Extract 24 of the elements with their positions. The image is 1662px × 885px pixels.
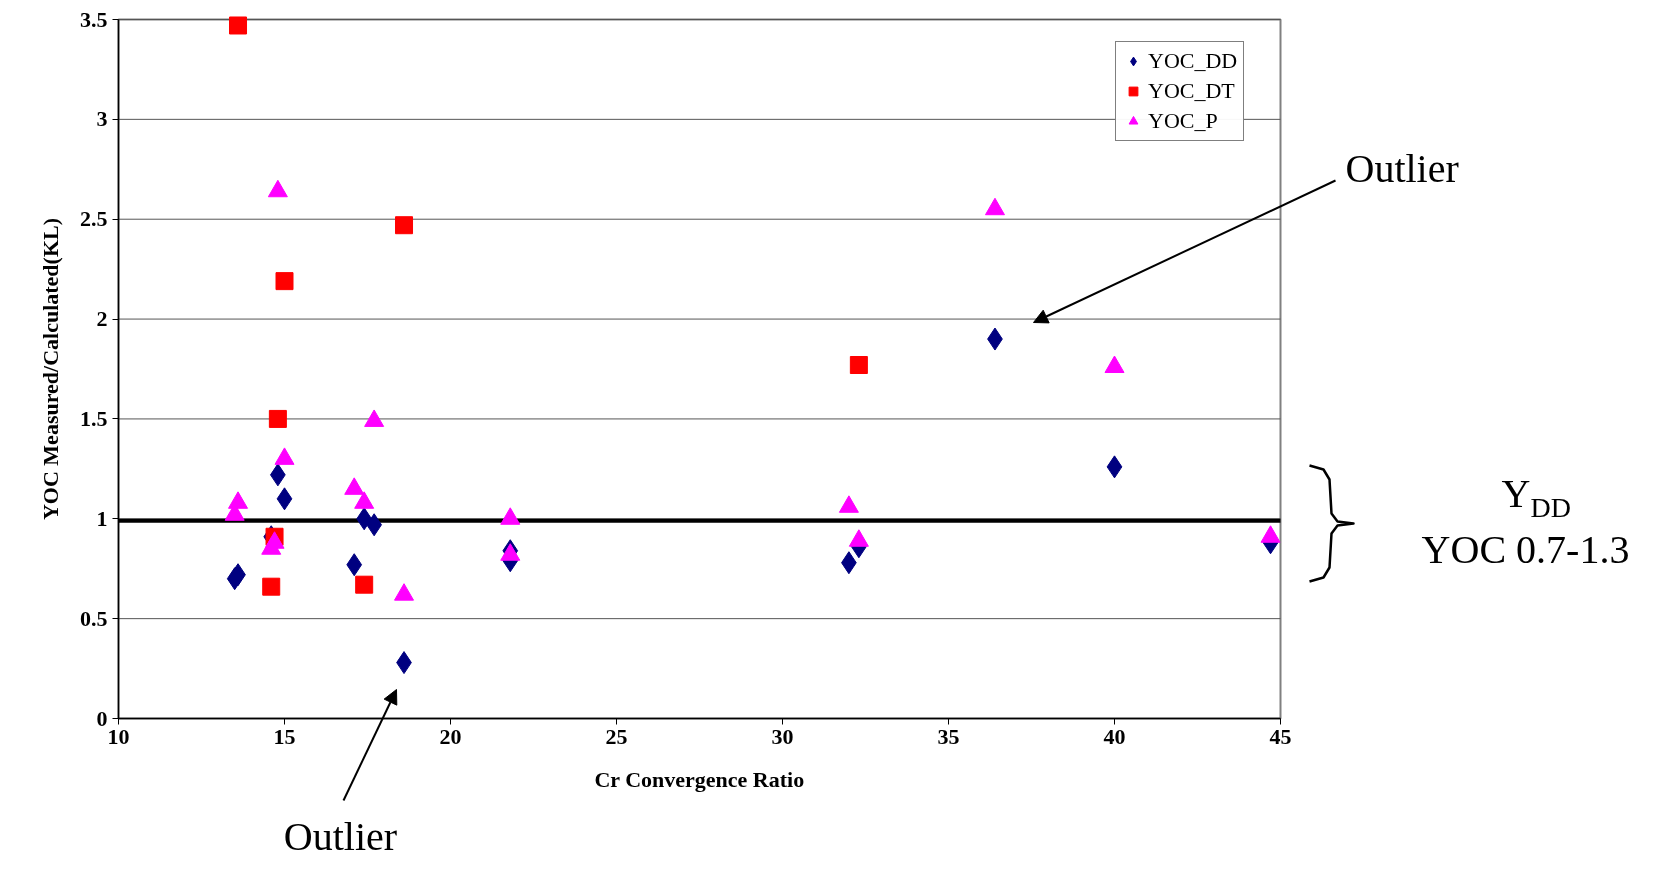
y-tick-label: 2.5 bbox=[80, 206, 108, 232]
y-tick-label: 1.5 bbox=[80, 405, 108, 431]
y-axis-title: YOC Measured/Calculated(KL) bbox=[38, 217, 63, 521]
x-tick-label: 15 bbox=[273, 723, 296, 749]
x-tick-label: 35 bbox=[937, 723, 960, 749]
x-axis-title: Cr Convergence Ratio bbox=[594, 766, 805, 792]
x-tick-label: 25 bbox=[605, 723, 628, 749]
y-tick-label: 3.5 bbox=[80, 6, 108, 32]
x-tick-label: 40 bbox=[1103, 723, 1126, 749]
legend-label: YOC_P bbox=[1148, 108, 1218, 134]
y-tick-label: 2 bbox=[96, 306, 108, 332]
text: Outlier bbox=[1345, 146, 1459, 191]
x-tick-label: 45 bbox=[1269, 723, 1292, 749]
text: YOC 0.7-1.3 bbox=[1421, 527, 1630, 572]
legend-label: YOC_DT bbox=[1148, 78, 1235, 104]
x-tick-label: 20 bbox=[439, 723, 462, 749]
x-tick-label: 30 bbox=[771, 723, 794, 749]
y-tick-label: 3 bbox=[96, 106, 108, 132]
legend-label: YOC_DD bbox=[1148, 48, 1238, 74]
text: Outlier bbox=[283, 814, 398, 859]
x-tick-label: 10 bbox=[107, 723, 130, 749]
y-tick-label: 1 bbox=[96, 505, 108, 531]
y-tick-label: 0 bbox=[96, 705, 108, 731]
y-tick-label: 0.5 bbox=[80, 605, 108, 631]
